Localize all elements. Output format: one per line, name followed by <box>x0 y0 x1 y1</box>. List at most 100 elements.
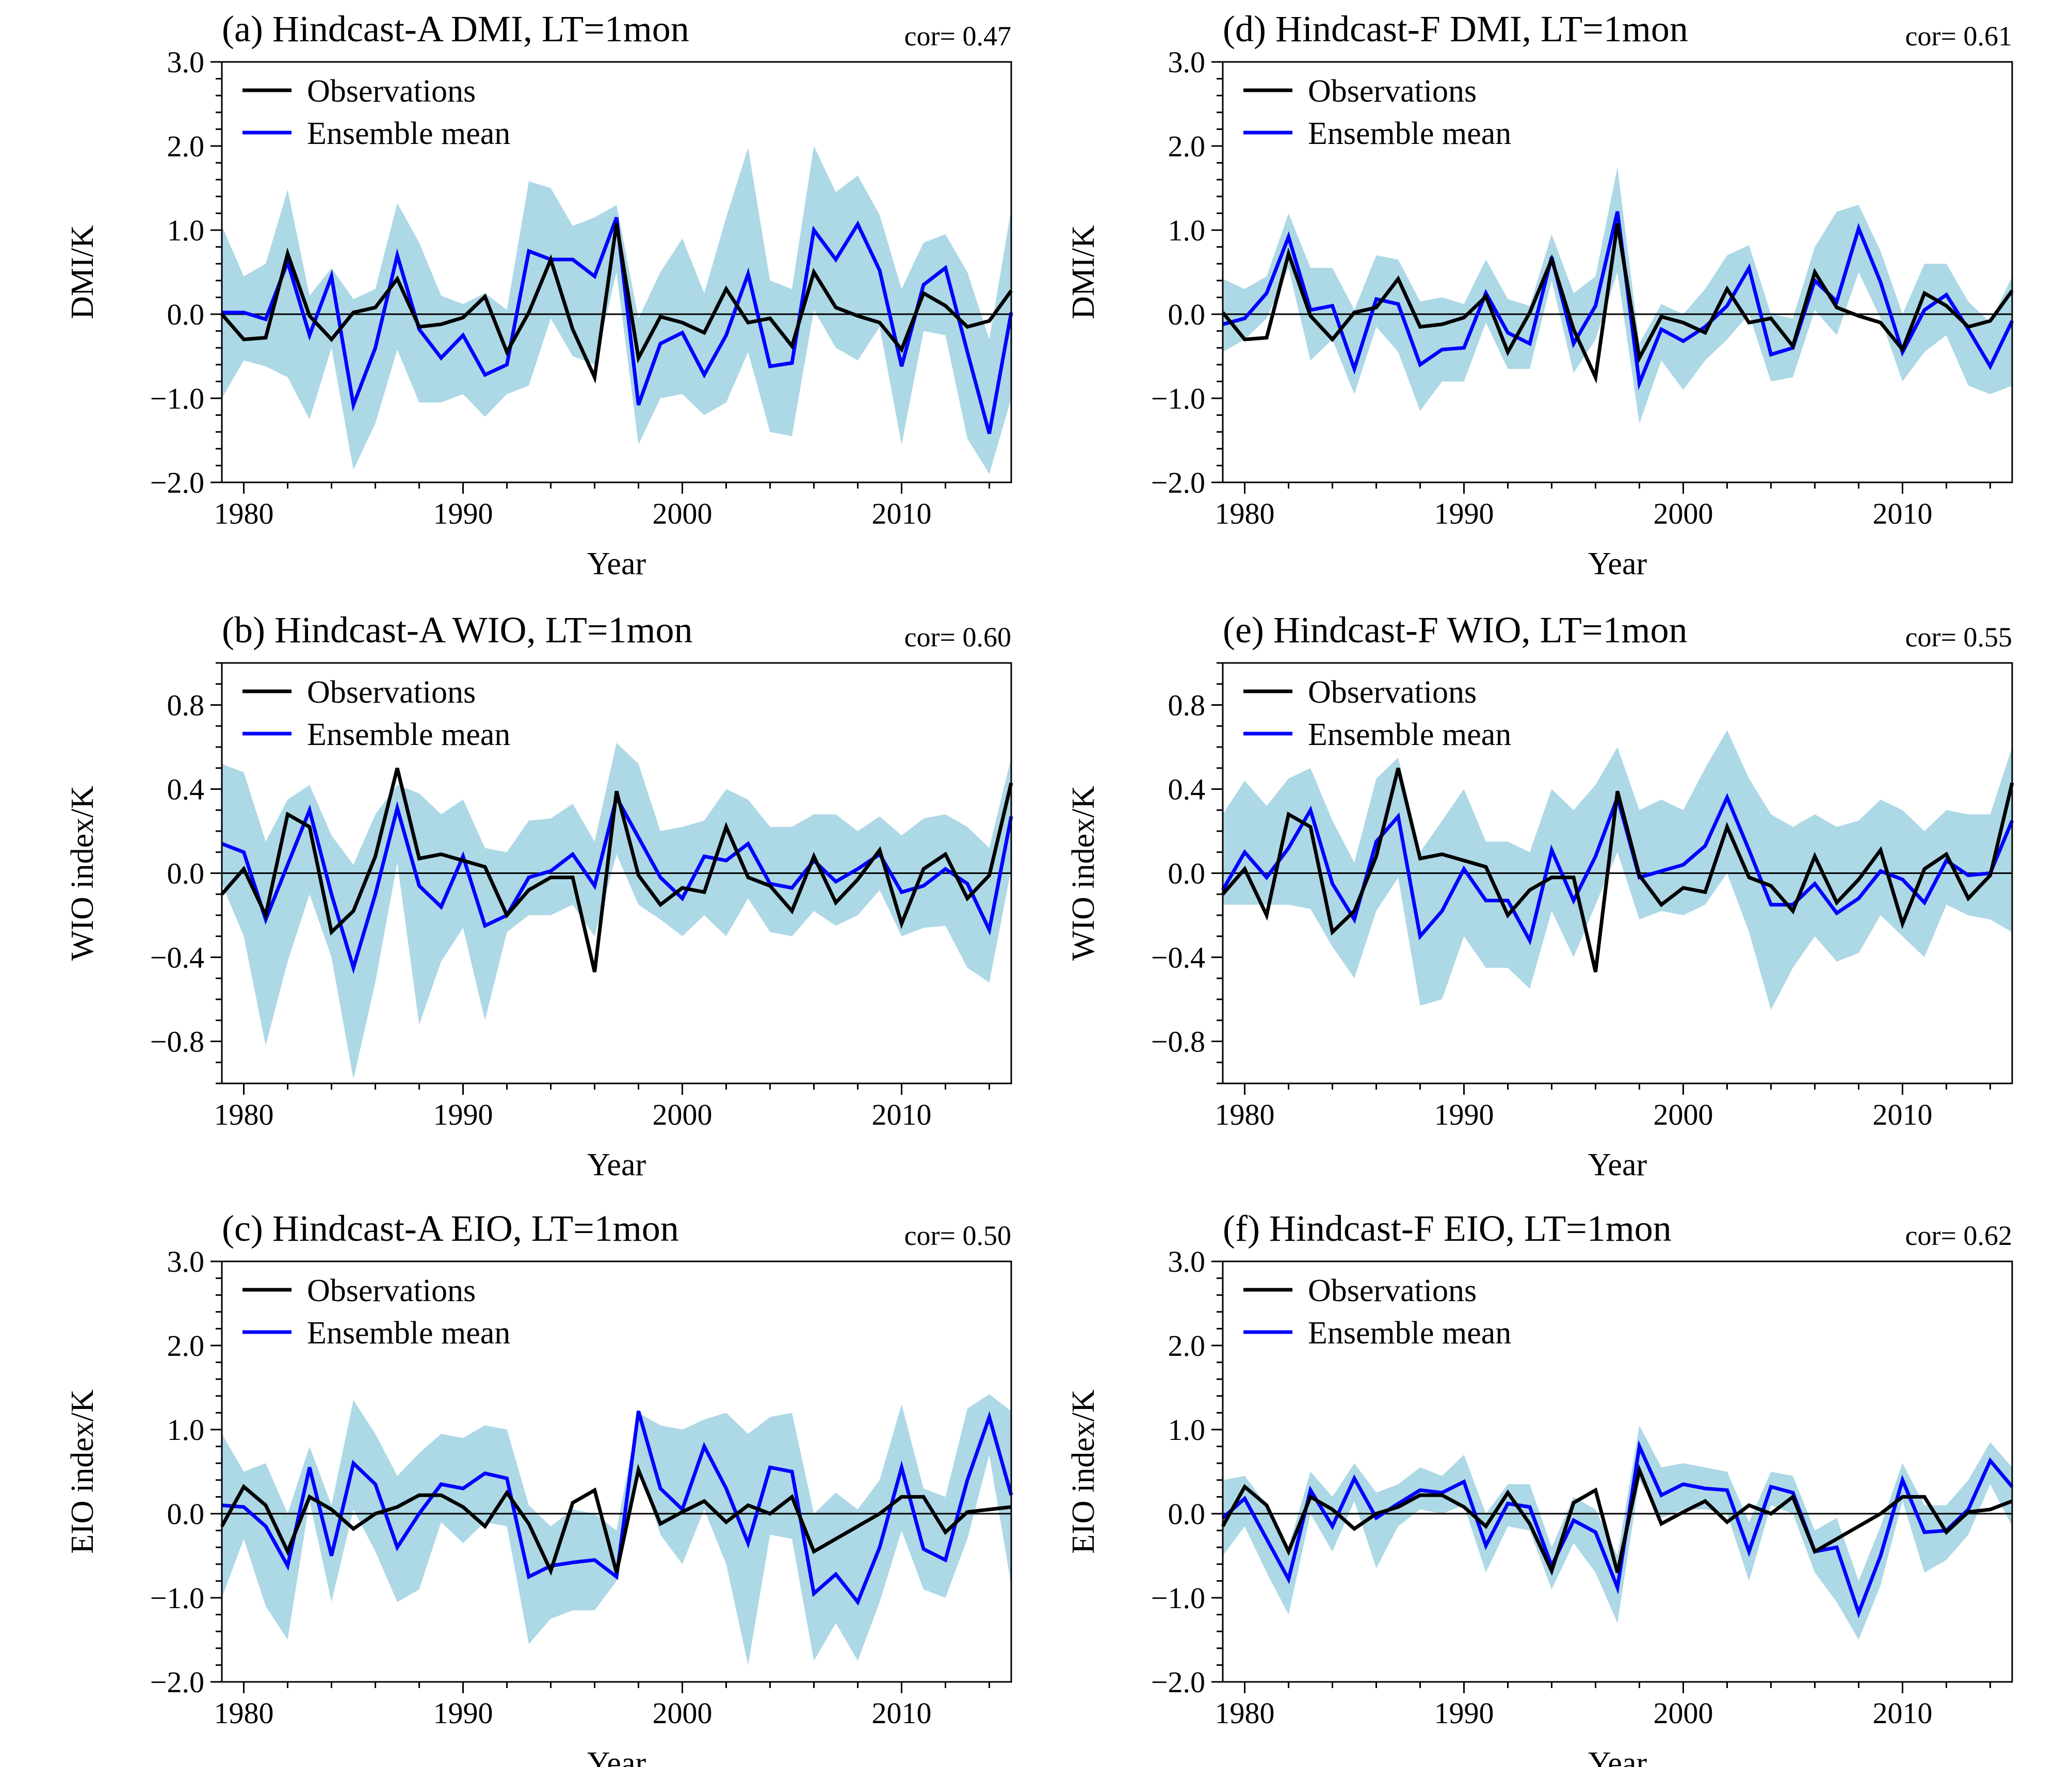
panel-title: (d) Hindcast-F DMI, LT=1mon <box>1223 8 1688 50</box>
legend-observations-label: Observations <box>1308 74 1477 109</box>
x-tick-label: 1990 <box>433 1098 493 1131</box>
x-tick-label: 2000 <box>653 1696 713 1730</box>
x-tick-label: 1980 <box>214 1098 274 1131</box>
y-tick-label: 3.0 <box>1168 1245 1206 1278</box>
x-tick-label: 2010 <box>1873 497 1933 530</box>
correlation-label: cor= 0.61 <box>1905 21 2012 52</box>
y-tick-label: 2.0 <box>1168 129 1206 163</box>
correlation-label: cor= 0.60 <box>904 622 1011 653</box>
y-tick-label: 0.4 <box>167 773 205 806</box>
observations-line <box>1221 767 2014 972</box>
panel-title: (b) Hindcast-A WIO, LT=1mon <box>222 609 692 651</box>
y-tick-label: 2.0 <box>167 129 205 163</box>
x-tick-label: 1980 <box>1215 497 1275 530</box>
y-tick-label: 3.0 <box>167 1245 205 1278</box>
x-tick-label: 1990 <box>1434 1696 1494 1730</box>
y-tick-label: 0.4 <box>1168 773 1206 806</box>
plot-frame <box>221 1260 1012 1683</box>
y-tick-label: 0.0 <box>1168 298 1206 331</box>
y-tick-label: −0.8 <box>150 1025 204 1059</box>
legend-ensemble-mean-label: Ensemble mean <box>307 1316 510 1351</box>
legend-observations-label: Observations <box>307 675 476 710</box>
y-tick-label: −2.0 <box>1151 466 1205 499</box>
x-tick-label: 1990 <box>433 1696 493 1730</box>
correlation-label: cor= 0.62 <box>1905 1220 2012 1251</box>
x-tick-label: 2000 <box>1654 497 1713 530</box>
panel-title: (a) Hindcast-A DMI, LT=1mon <box>222 8 689 50</box>
y-tick-label: 2.0 <box>1168 1329 1206 1363</box>
plot-frame <box>1222 61 2013 483</box>
correlation-label: cor= 0.50 <box>904 1220 1011 1251</box>
plot-frame <box>1222 1260 2013 1683</box>
panel-a: 1980 1990 2000 2010 −2.0 −1.0 0.0 1.0 2.0 3.0 Year… <box>65 8 1013 581</box>
x-tick-label: 1990 <box>1434 497 1494 530</box>
y-tick-label: 0.0 <box>167 1497 205 1531</box>
x-tick-label: 1990 <box>433 497 493 530</box>
panel-c: 1980 1990 2000 2010 −2.0 −1.0 0.0 1.0 2.0 3.0 Year… <box>65 1208 1013 1767</box>
panel-f: 1980 1990 2000 2010 −2.0 −1.0 0.0 1.0 2.0 3.0 Year… <box>1066 1208 2014 1767</box>
ensemble-mean-line <box>222 217 1013 434</box>
y-tick-label: −0.4 <box>150 941 204 975</box>
y-tick-label: 2.0 <box>167 1329 205 1363</box>
y-tick-label: 0.0 <box>1168 857 1206 890</box>
panel-title: (e) Hindcast-F WIO, LT=1mon <box>1223 609 1687 651</box>
y-tick-label: 0.0 <box>167 857 205 890</box>
ensemble-spread-band <box>1223 730 2012 1010</box>
x-tick-label: 2010 <box>872 497 932 530</box>
y-tick-label: 0.8 <box>167 689 205 722</box>
ensemble-mean-line <box>221 1411 1013 1606</box>
panel-d: 1980 1990 2000 2010 −2.0 −1.0 0.0 1.0 2.0 3.0 Year… <box>1066 8 2014 581</box>
x-axis-label: Year <box>1588 546 1647 581</box>
panel-b: 1980 1990 2000 2010 −0.8 −0.4 0.0 0.4 0.8 Year WIO… <box>65 609 1013 1182</box>
y-tick-label: −0.8 <box>1151 1025 1205 1059</box>
panel-title: (c) Hindcast-A EIO, LT=1mon <box>222 1208 679 1249</box>
legend-observations-label: Observations <box>1308 675 1477 710</box>
y-tick-label: 1.0 <box>1168 1413 1206 1447</box>
ensemble-mean-line <box>1221 1440 2014 1618</box>
legend-observations-label: Observations <box>307 74 476 109</box>
observations-line <box>1221 1464 2013 1576</box>
y-tick-label: −2.0 <box>150 466 204 499</box>
panel-e: 1980 1990 2000 2010 −0.8 −0.4 0.0 0.4 0.8 Year WIO… <box>1066 609 2014 1182</box>
y-tick-label: 0.8 <box>1168 689 1206 722</box>
ensemble-spread-band <box>1223 167 2012 424</box>
x-tick-label: 2000 <box>1654 1696 1713 1730</box>
y-tick-label: 1.0 <box>167 214 205 247</box>
ensemble-spread-band <box>222 742 1011 1079</box>
ensemble-spread-band <box>222 1394 1011 1665</box>
x-tick-label: 2000 <box>1654 1098 1713 1131</box>
x-tick-label: 2010 <box>1873 1696 1933 1730</box>
y-tick-label: −1.0 <box>1151 1581 1205 1615</box>
x-tick-label: 2010 <box>872 1696 932 1730</box>
panel-title: (f) Hindcast-F EIO, LT=1mon <box>1223 1208 1672 1249</box>
legend-observations-label: Observations <box>307 1273 476 1308</box>
ensemble-spread-band <box>1223 1425 2012 1640</box>
x-axis-label: Year <box>587 1147 646 1182</box>
plot-frame <box>221 61 1012 483</box>
y-tick-label: 3.0 <box>167 45 205 79</box>
y-tick-label: 1.0 <box>167 1413 205 1447</box>
y-tick-label: 0.0 <box>1168 1497 1206 1531</box>
observations-line <box>220 767 1013 972</box>
correlation-label: cor= 0.47 <box>904 21 1011 52</box>
observations-line <box>1221 223 2014 384</box>
legend-ensemble-mean-label: Ensemble mean <box>1308 1316 1511 1351</box>
y-tick-label: −1.0 <box>1151 382 1205 415</box>
legend-observations-label: Observations <box>1308 1273 1477 1308</box>
x-tick-label: 2010 <box>1873 1098 1933 1131</box>
y-tick-label: −1.0 <box>150 1581 204 1615</box>
x-tick-label: 2000 <box>653 497 713 530</box>
y-axis-label: EIO index/K <box>65 1389 100 1554</box>
x-axis-label: Year <box>1588 1746 1647 1767</box>
x-tick-label: 1980 <box>1215 1696 1275 1730</box>
y-axis-label: DMI/K <box>65 225 100 319</box>
ensemble-spread-band <box>222 146 1011 474</box>
y-axis-label: WIO index/K <box>1066 786 1101 961</box>
y-tick-label: 0.0 <box>167 298 205 331</box>
y-tick-label: −2.0 <box>150 1665 204 1699</box>
y-axis-label: WIO index/K <box>65 786 100 961</box>
y-axis-label: DMI/K <box>1066 225 1101 319</box>
x-axis-label: Year <box>1588 1147 1647 1182</box>
ensemble-mean-line <box>1222 211 2014 391</box>
